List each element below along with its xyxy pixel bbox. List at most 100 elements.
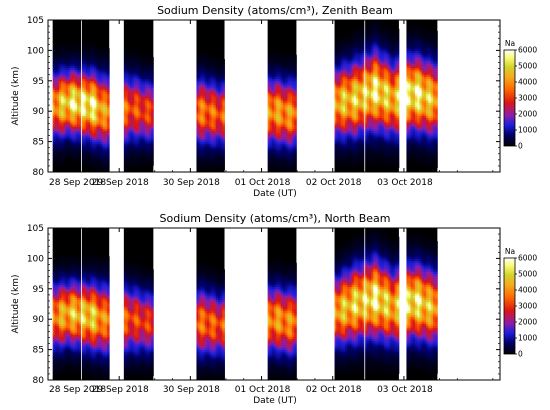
density-cell [366, 56, 370, 60]
density-cell [371, 91, 374, 95]
density-cell [362, 128, 366, 132]
density-cell [196, 148, 199, 151]
density-cell [287, 143, 291, 147]
density-cell [351, 48, 355, 51]
density-cell [138, 80, 141, 84]
density-cell [280, 69, 284, 73]
density-cell [342, 72, 346, 75]
density-cell [276, 100, 279, 103]
density-cell [70, 87, 73, 90]
density-cell [340, 67, 344, 71]
density-cell [134, 150, 137, 153]
density-cell [107, 76, 110, 80]
density-cell [211, 111, 214, 114]
density-cell [338, 76, 342, 80]
density-cell [340, 96, 344, 99]
density-cell [85, 117, 89, 121]
density-cell [104, 113, 108, 116]
density-cell [74, 135, 78, 138]
density-cell [289, 135, 293, 138]
density-cell [134, 69, 137, 73]
density-cell [373, 78, 376, 82]
density-cell [336, 63, 339, 66]
density-cell [74, 74, 78, 77]
density-cell [96, 67, 99, 71]
density-cell [79, 82, 82, 86]
density-cell [373, 150, 376, 153]
density-cell [56, 72, 60, 75]
density-cell [371, 126, 374, 129]
density-cell [358, 50, 361, 53]
density-cell [215, 139, 219, 142]
density-cell [89, 98, 93, 101]
density-cell [198, 98, 201, 101]
density-cell [151, 76, 154, 80]
density-cell [377, 74, 381, 77]
density-cell [340, 76, 344, 80]
density-cell [336, 72, 339, 75]
density-cell [134, 109, 137, 112]
density-cell [129, 132, 133, 136]
density-cell [358, 48, 361, 51]
density-cell [345, 150, 348, 153]
density-cell [61, 69, 64, 73]
density-cell [294, 119, 297, 123]
density-cell [364, 117, 368, 121]
density-cell [356, 115, 359, 119]
density-cell [140, 148, 144, 151]
density-cell [349, 82, 353, 86]
density-cell [198, 124, 201, 127]
density-cell [123, 154, 126, 158]
density-cell [351, 35, 355, 38]
density-cell [358, 96, 361, 99]
density-cell [98, 137, 102, 140]
density-cell [294, 87, 297, 90]
density-cell [366, 50, 370, 53]
density-cell [220, 59, 223, 62]
density-cell [377, 80, 381, 84]
density-cell [198, 61, 201, 64]
density-cell [107, 54, 110, 58]
density-cell [138, 154, 141, 158]
density-cell [276, 54, 279, 58]
density-cell [94, 93, 97, 97]
density-cell [96, 148, 99, 151]
density-cell [94, 78, 97, 82]
density-cell [54, 161, 58, 164]
density-cell [123, 67, 126, 71]
density-cell [142, 61, 146, 64]
density-cell [196, 122, 199, 125]
density-cell [196, 117, 199, 121]
density-cell [142, 69, 146, 73]
density-cell [349, 39, 353, 43]
density-cell [202, 141, 206, 145]
density-cell [92, 89, 95, 93]
density-cell [149, 96, 152, 99]
density-cell [371, 102, 374, 106]
density-cell [220, 128, 223, 132]
density-cell [375, 124, 378, 127]
density-cell [67, 87, 71, 90]
density-cell [129, 111, 133, 114]
density-cell [54, 128, 58, 132]
density-cell [340, 158, 344, 162]
density-cell [371, 76, 374, 80]
density-cell [278, 96, 282, 99]
density-cell [278, 135, 282, 138]
density-cell [349, 104, 353, 108]
density-cell [100, 122, 104, 125]
density-cell [334, 56, 337, 60]
density-cell [278, 72, 282, 75]
density-cell [196, 165, 199, 169]
density-cell [98, 115, 102, 119]
density-cell [213, 104, 217, 108]
density-cell [351, 132, 355, 136]
density-cell [89, 158, 93, 162]
density-cell [198, 163, 201, 166]
density-cell [289, 137, 293, 140]
density-cell [123, 61, 126, 64]
density-cell [72, 52, 76, 56]
density-cell [207, 80, 210, 84]
density-cell [74, 93, 78, 97]
density-cell [267, 93, 270, 97]
